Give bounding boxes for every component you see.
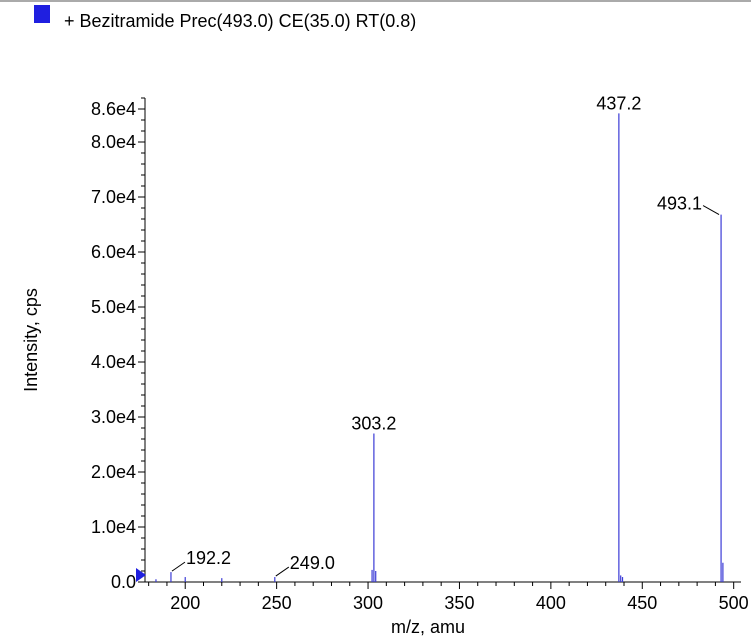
peak-label: 249.0 [290,553,335,573]
peak-leader-line [171,561,186,572]
x-tick-label: 400 [536,593,566,613]
legend-label: + Bezitramide Prec(493.0) CE(35.0) RT(0.… [64,11,416,31]
y-tick-label: 2.0e4 [91,462,136,482]
y-tick-label: 5.0e4 [91,297,136,317]
peak-label: 303.2 [351,414,396,434]
peak-labels: 192.2 249.0 303.2 437.2 493.1 [171,93,720,577]
x-axis-ticks: 200 250 300 350 400 450 500 [148,582,749,613]
x-axis-title: m/z, amu [391,617,465,637]
peak-bars [155,113,724,582]
y-tick-label: 6.0e4 [91,242,136,262]
x-tick-label: 450 [627,593,657,613]
y-tick-label: 8.6e4 [91,99,136,119]
y-tick-label: 8.0e4 [91,132,136,152]
y-tick-label: 3.0e4 [91,407,136,427]
x-tick-label: 300 [353,593,383,613]
y-tick-label: 1.0e4 [91,517,136,537]
peak-leader-line [275,566,290,577]
peak-leader-line [702,205,720,216]
peak-label: 192.2 [186,548,231,568]
peak-label: 437.2 [596,93,641,113]
cursor-marker-icon[interactable] [136,568,146,582]
legend-swatch [34,5,50,23]
y-axis-ticks: 0.0 1.0e4 2.0e4 3.0e4 4.0e4 5.0e4 6.0e4 7.0e4 8.… [91,97,145,592]
peak-label: 493.1 [657,194,702,214]
x-tick-label: 500 [719,593,749,613]
x-tick-label: 350 [444,593,474,613]
y-tick-label: 4.0e4 [91,352,136,372]
y-tick-label: 7.0e4 [91,187,136,207]
y-axis-title: Intensity, cps [21,288,41,392]
y-tick-label: 0.0 [111,572,136,592]
x-tick-label: 250 [262,593,292,613]
x-tick-label: 200 [170,593,200,613]
